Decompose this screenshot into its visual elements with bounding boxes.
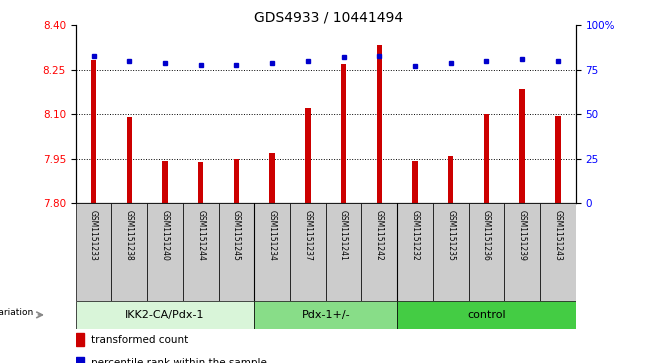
Bar xyxy=(234,159,239,203)
Bar xyxy=(326,203,361,301)
Text: GSM1151239: GSM1151239 xyxy=(518,210,526,261)
Text: control: control xyxy=(467,310,506,320)
Text: Pdx-1+/-: Pdx-1+/- xyxy=(301,310,350,320)
Text: GSM1151244: GSM1151244 xyxy=(196,210,205,261)
Text: GSM1151236: GSM1151236 xyxy=(482,210,491,261)
Bar xyxy=(254,301,397,329)
Bar xyxy=(254,203,290,301)
Bar xyxy=(433,203,468,301)
Text: GSM1151240: GSM1151240 xyxy=(161,210,170,261)
Bar xyxy=(76,301,254,329)
Bar xyxy=(290,203,326,301)
Bar xyxy=(111,203,147,301)
Bar xyxy=(76,203,111,301)
Text: GSM1151237: GSM1151237 xyxy=(303,210,313,261)
Text: percentile rank within the sample: percentile rank within the sample xyxy=(91,358,266,363)
Text: GSM1151238: GSM1151238 xyxy=(125,210,134,261)
Bar xyxy=(76,357,84,363)
Bar xyxy=(270,154,275,203)
Bar xyxy=(504,203,540,301)
Text: GSM1151233: GSM1151233 xyxy=(89,210,98,261)
Text: transformed count: transformed count xyxy=(91,335,188,345)
Bar xyxy=(484,114,489,203)
Bar xyxy=(376,45,382,203)
Text: IKK2-CA/Pdx-1: IKK2-CA/Pdx-1 xyxy=(125,310,205,320)
Bar xyxy=(91,60,96,203)
Text: GDS4933 / 10441494: GDS4933 / 10441494 xyxy=(255,11,403,25)
Bar xyxy=(555,117,561,203)
Bar xyxy=(163,160,168,203)
Bar xyxy=(126,117,132,203)
Bar xyxy=(183,203,218,301)
Bar xyxy=(413,160,418,203)
Bar xyxy=(468,203,504,301)
Bar xyxy=(305,109,311,203)
Text: GSM1151235: GSM1151235 xyxy=(446,210,455,261)
Text: GSM1151232: GSM1151232 xyxy=(411,210,420,261)
Bar xyxy=(397,301,576,329)
Text: GSM1151245: GSM1151245 xyxy=(232,210,241,261)
Bar xyxy=(520,89,525,203)
Text: GSM1151242: GSM1151242 xyxy=(375,210,384,261)
Bar xyxy=(361,203,397,301)
Bar xyxy=(198,162,203,203)
Bar xyxy=(76,333,84,346)
Text: GSM1151243: GSM1151243 xyxy=(553,210,563,261)
Bar xyxy=(218,203,254,301)
Bar xyxy=(147,203,183,301)
Bar xyxy=(341,64,346,203)
Text: GSM1151241: GSM1151241 xyxy=(339,210,348,261)
Bar xyxy=(397,203,433,301)
Text: GSM1151234: GSM1151234 xyxy=(268,210,276,261)
Bar xyxy=(540,203,576,301)
Bar xyxy=(448,156,453,203)
Text: genotype/variation: genotype/variation xyxy=(0,308,34,317)
